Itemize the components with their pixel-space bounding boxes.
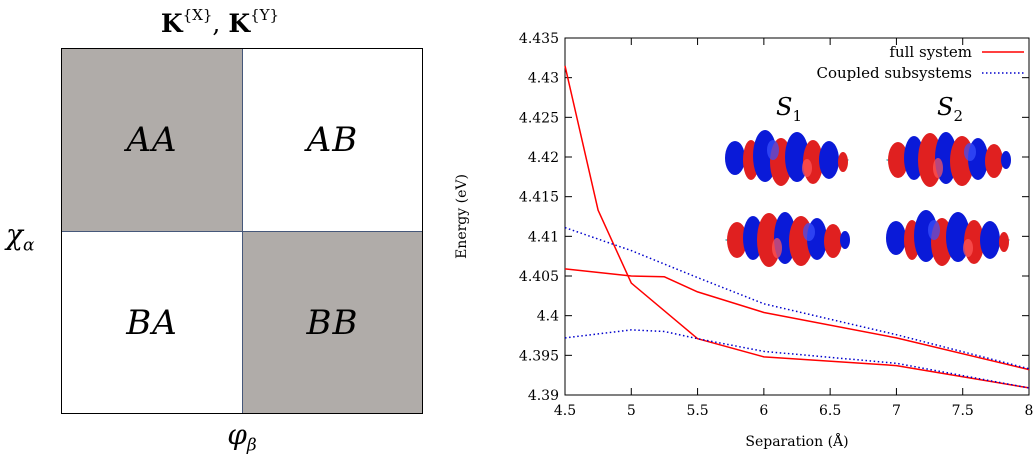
series-line-coupled-subsystems-3 [564,226,1030,370]
orbital-image-s1-top [725,130,849,186]
matrix-col-label: φβ [0,418,484,456]
col-label-symbol: φ [227,418,247,451]
y-tick-label: 4.415 [519,190,559,206]
matrix-title-k2: K [228,9,251,38]
energy-chart-svg: 4.5 5 5.5 6 6.5 7 7.5 8 4.39 4.395 4.4 4.405 4.41 4.4… [454,31,1033,450]
y-tick-label: 4.435 [519,31,559,47]
annotation-s2: S2 [937,93,963,125]
matrix-title-sup-y: {Y} [250,6,280,24]
matrix-title-k1: K [160,9,183,38]
orbital-image-s2-top [886,132,1011,187]
plot-frame [564,37,1030,396]
block-aa: AA [62,49,243,232]
x-tick-label: 7.5 [952,403,974,419]
block-bb: BB [243,232,422,413]
annotation-s1: S1 [776,93,802,125]
x-tick-label: 6.5 [819,403,841,419]
y-tick-label: 4.39 [528,388,559,404]
y-tick-label: 4.43 [528,71,559,87]
y-axis-label: Energy (eV) [454,174,470,259]
chart-legend: full system Coupled subsystems [817,43,1024,82]
block-ab: AB [243,49,422,232]
x-tick-label: 8 [1025,403,1034,419]
matrix-title-sep: , [212,9,229,38]
legend-label-coupled-subsystems: Coupled subsystems [817,64,972,82]
x-tick-label: 6 [759,403,768,419]
block-ba: BA [62,232,243,413]
x-tick-label: 7 [892,403,901,419]
series-line-coupled-subsystems-4 [564,329,1030,389]
y-tick-label: 4.425 [519,110,559,126]
matrix-grid: AA AB BA BB [61,48,423,414]
y-tick-label: 4.42 [528,150,559,166]
matrix-title: K{X}, K{Y} [0,6,440,38]
block-matrix-diagram: K{X}, K{Y} χα AA AB BA BB φβ [0,0,440,456]
matrix-row-label: χα [6,218,34,256]
x-tick-label: 5 [627,403,636,419]
x-axis-label: Separation (Å) [745,432,848,450]
series-line-full-system-2 [564,268,1030,371]
y-tick-label: 4.405 [519,269,559,285]
energy-chart: 4.5 5 5.5 6 6.5 7 7.5 8 4.39 4.395 4.4 4.405 4.41 4.4… [440,0,1035,453]
y-tick-label: 4.41 [528,229,559,245]
y-tick-label: 4.395 [519,348,559,364]
series-line-full-system-1 [564,65,1030,389]
chart-axes: 4.5 5 5.5 6 6.5 7 7.5 8 4.39 4.395 4.4 4.405 4.41 4.4… [454,31,1033,450]
x-tick-label: 5.5 [686,403,708,419]
row-label-subscript: α [22,235,35,256]
matrix-title-sup-x: {X} [182,6,213,24]
chart-series [564,65,1030,389]
row-label-symbol: χ [6,218,23,251]
y-tick-label: 4.4 [537,309,559,325]
orbital-image-s1-bottom [725,212,850,267]
legend-label-full-system: full system [889,43,972,61]
col-label-subscript: β [246,435,257,456]
x-tick-label: 4.5 [554,403,576,419]
orbital-image-s2-bottom [886,210,1010,266]
